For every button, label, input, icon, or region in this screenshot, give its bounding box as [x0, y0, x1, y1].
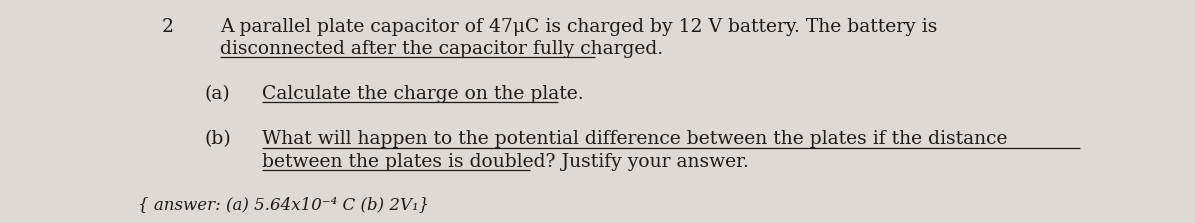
Text: disconnected after the capacitor fully charged.: disconnected after the capacitor fully c…: [220, 40, 663, 58]
Text: (b): (b): [206, 130, 232, 148]
Text: between the plates is doubled? Justify your answer.: between the plates is doubled? Justify y…: [262, 153, 749, 171]
Text: Calculate the charge on the plate.: Calculate the charge on the plate.: [262, 85, 583, 103]
Text: What will happen to the potential difference between the plates if the distance: What will happen to the potential differ…: [262, 130, 1007, 148]
Text: 2: 2: [163, 18, 174, 36]
Text: (a): (a): [206, 85, 231, 103]
Text: A parallel plate capacitor of 47μC is charged by 12 V battery. The battery is: A parallel plate capacitor of 47μC is ch…: [220, 18, 937, 36]
Text: { answer: (a) 5.64x10⁻⁴ C (b) 2V₁}: { answer: (a) 5.64x10⁻⁴ C (b) 2V₁}: [137, 196, 429, 213]
